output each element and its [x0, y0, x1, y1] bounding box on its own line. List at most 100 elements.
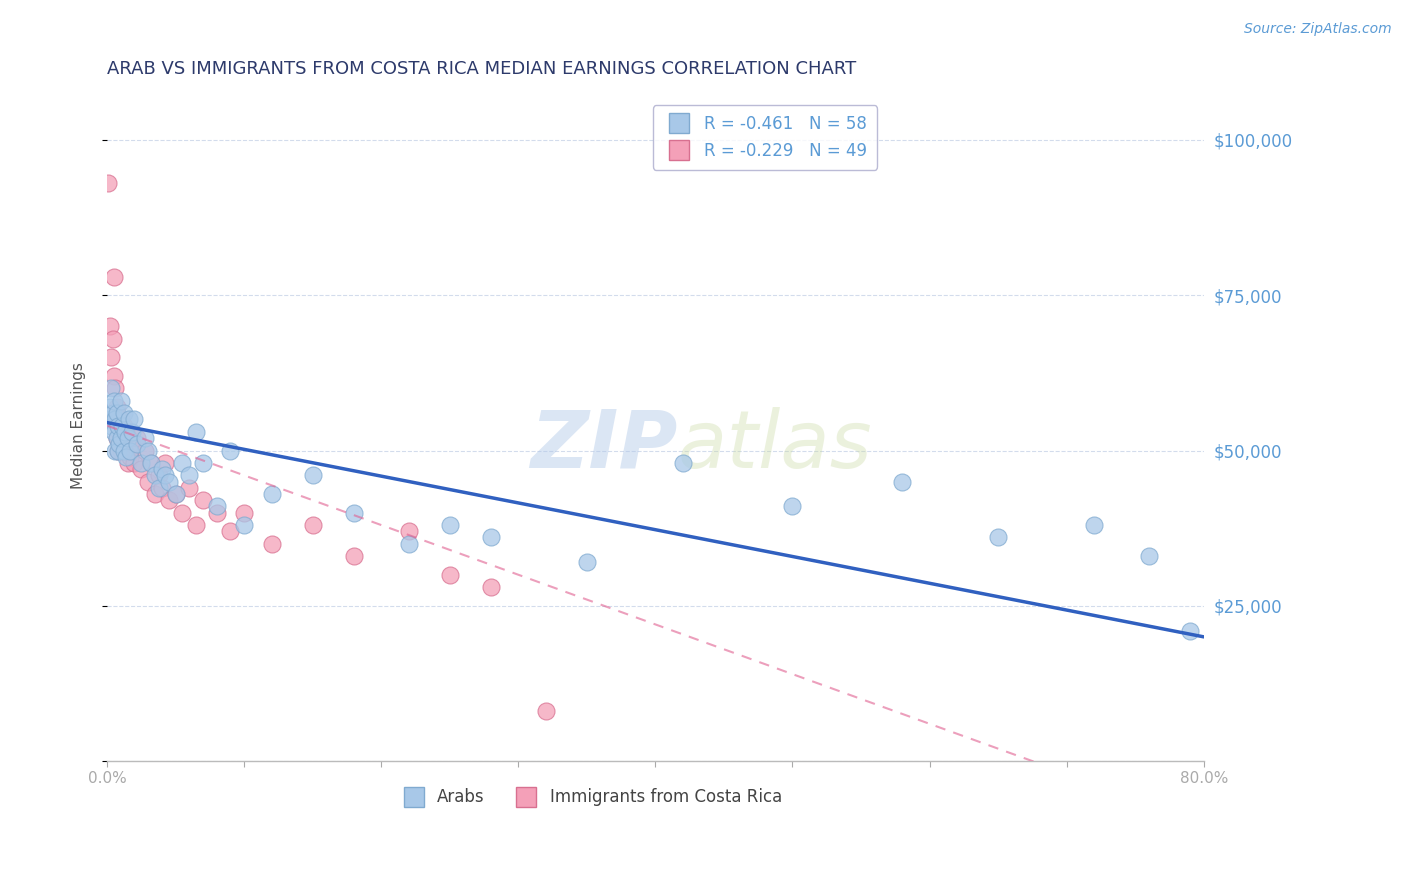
Point [1083, 518, 1105, 533]
Point [131, 462, 153, 476]
Point [104, 381, 127, 395]
Point [97, 177, 120, 191]
Point [104, 412, 127, 426]
Point [191, 456, 214, 470]
Point [219, 443, 242, 458]
Point [103, 393, 125, 408]
Point [179, 468, 201, 483]
Point [108, 437, 131, 451]
Point [104, 412, 127, 426]
Point [205, 506, 228, 520]
Text: ARAB VS IMMIGRANTS FROM COSTA RICA MEDIAN EARNINGS CORRELATION CHART: ARAB VS IMMIGRANTS FROM COSTA RICA MEDIA… [107, 60, 856, 78]
Point [114, 425, 136, 439]
Point [110, 443, 132, 458]
Point [98, 400, 121, 414]
Point [98, 319, 121, 334]
Point [534, 705, 557, 719]
Point [139, 456, 162, 470]
Point [107, 443, 129, 458]
Point [479, 580, 502, 594]
Point [233, 506, 256, 520]
Point [186, 518, 208, 533]
Text: ZIP: ZIP [530, 407, 678, 484]
Point [112, 418, 135, 433]
Point [103, 269, 125, 284]
Point [134, 431, 156, 445]
Point [115, 450, 138, 464]
Point [439, 567, 461, 582]
Point [107, 418, 129, 433]
Point [479, 531, 502, 545]
Point [136, 443, 159, 458]
Point [205, 500, 228, 514]
Point [114, 443, 136, 458]
Point [301, 518, 323, 533]
Point [136, 475, 159, 489]
Point [172, 456, 194, 470]
Point [110, 412, 132, 426]
Point [398, 537, 420, 551]
Point [219, 524, 242, 539]
Point [115, 425, 138, 439]
Point [100, 381, 122, 395]
Point [343, 549, 366, 563]
Point [157, 493, 180, 508]
Point [134, 443, 156, 458]
Point [153, 456, 176, 470]
Point [150, 462, 173, 476]
Point [111, 418, 134, 433]
Point [186, 425, 208, 439]
Point [107, 418, 129, 433]
Point [575, 555, 598, 569]
Point [100, 351, 122, 365]
Point [987, 531, 1010, 545]
Point [101, 332, 124, 346]
Point [118, 431, 141, 445]
Point [103, 369, 125, 384]
Point [121, 437, 143, 451]
Point [143, 468, 166, 483]
Point [127, 431, 149, 445]
Point [260, 487, 283, 501]
Point [105, 431, 128, 445]
Text: Source: ZipAtlas.com: Source: ZipAtlas.com [1244, 22, 1392, 37]
Text: atlas: atlas [678, 407, 872, 484]
Point [1137, 549, 1160, 563]
Y-axis label: Median Earnings: Median Earnings [72, 362, 86, 489]
Point [398, 524, 420, 539]
Point [97, 412, 120, 426]
Point [108, 425, 131, 439]
Point [127, 437, 149, 451]
Point [110, 393, 132, 408]
Point [117, 431, 139, 445]
Point [112, 406, 135, 420]
Point [139, 456, 162, 470]
Point [103, 425, 125, 439]
Point [107, 443, 129, 458]
Point [191, 493, 214, 508]
Point [105, 406, 128, 420]
Point [104, 443, 127, 458]
Point [233, 518, 256, 533]
Point [124, 456, 146, 470]
Point [148, 481, 170, 495]
Point [112, 443, 135, 458]
Point [111, 431, 134, 445]
Point [891, 475, 914, 489]
Point [110, 431, 132, 445]
Point [157, 475, 180, 489]
Point [120, 450, 142, 464]
Point [143, 487, 166, 501]
Point [439, 518, 461, 533]
Point [131, 456, 153, 470]
Point [301, 468, 323, 483]
Point [672, 456, 695, 470]
Point [150, 481, 173, 495]
Point [172, 506, 194, 520]
Point [782, 500, 804, 514]
Point [148, 468, 170, 483]
Point [1178, 624, 1201, 638]
Point [165, 487, 187, 501]
Point [117, 456, 139, 470]
Point [101, 406, 124, 420]
